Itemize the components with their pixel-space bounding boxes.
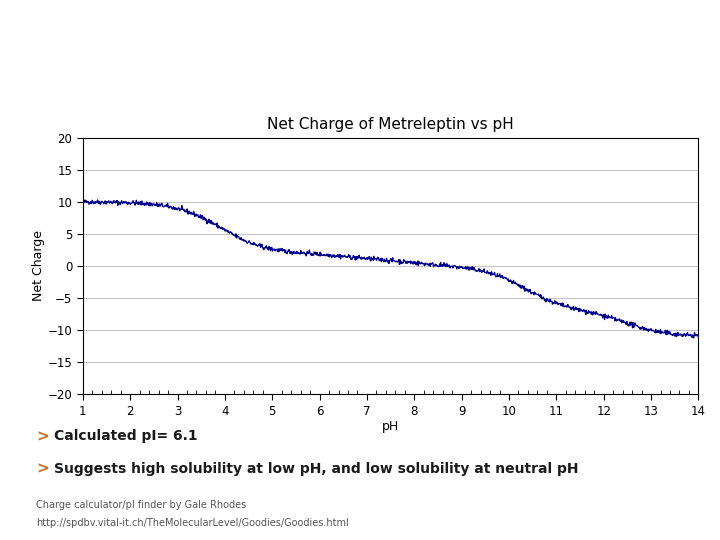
Text: Charge Profile: Charge Profile (18, 58, 135, 76)
Y-axis label: Net Charge: Net Charge (32, 231, 45, 301)
Text: >: > (36, 462, 49, 477)
Text: Suggests high solubility at low pH, and low solubility at neutral pH: Suggests high solubility at low pH, and … (54, 462, 578, 476)
Text: >: > (36, 429, 49, 444)
Text: Charge calculator/pI finder by Gale Rhodes: Charge calculator/pI finder by Gale Rhod… (36, 500, 246, 510)
Text: http://spdbv.vital-it.ch/TheMolecularLevel/Goodies/Goodies.html: http://spdbv.vital-it.ch/TheMolecularLev… (36, 518, 348, 529)
Text: Metreleptin: Metreleptin (18, 20, 137, 40)
Title: Net Charge of Metreleptin vs pH: Net Charge of Metreleptin vs pH (267, 117, 514, 132)
X-axis label: pH: pH (382, 421, 399, 434)
Text: Calculated pI= 6.1: Calculated pI= 6.1 (54, 429, 197, 443)
